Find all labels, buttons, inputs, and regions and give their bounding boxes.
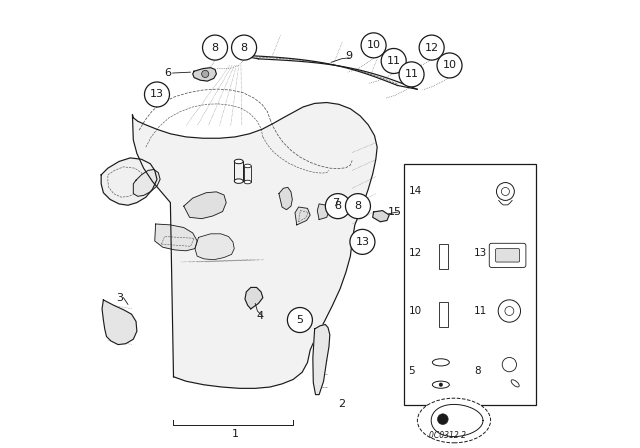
- Circle shape: [381, 48, 406, 73]
- Text: 9: 9: [346, 51, 353, 61]
- Text: 2: 2: [338, 399, 345, 409]
- Circle shape: [399, 62, 424, 87]
- Bar: [439, 244, 448, 269]
- Text: 5: 5: [296, 315, 303, 325]
- Text: 6: 6: [164, 68, 172, 78]
- Polygon shape: [184, 192, 226, 219]
- Text: 11: 11: [474, 306, 488, 316]
- Text: 1: 1: [232, 429, 239, 439]
- FancyBboxPatch shape: [495, 249, 520, 262]
- Polygon shape: [317, 204, 329, 220]
- Circle shape: [497, 182, 515, 200]
- Text: 12: 12: [408, 248, 422, 258]
- Ellipse shape: [244, 164, 252, 168]
- Ellipse shape: [234, 159, 243, 164]
- Polygon shape: [372, 211, 389, 222]
- Polygon shape: [295, 207, 310, 225]
- Circle shape: [419, 35, 444, 60]
- Text: 10: 10: [367, 40, 381, 50]
- Polygon shape: [279, 187, 292, 210]
- Text: 15: 15: [388, 207, 402, 217]
- Ellipse shape: [417, 398, 491, 443]
- Circle shape: [325, 194, 350, 219]
- Text: 13: 13: [150, 90, 164, 99]
- Text: 8: 8: [474, 366, 481, 376]
- Circle shape: [287, 307, 312, 332]
- Circle shape: [202, 35, 228, 60]
- Text: 8: 8: [334, 201, 341, 211]
- Circle shape: [498, 300, 520, 322]
- Text: 11: 11: [387, 56, 401, 66]
- Circle shape: [145, 82, 170, 107]
- Polygon shape: [155, 224, 197, 251]
- Circle shape: [502, 358, 516, 372]
- Circle shape: [346, 194, 371, 219]
- Ellipse shape: [234, 179, 243, 183]
- Text: 8: 8: [241, 43, 248, 52]
- Text: 10: 10: [408, 306, 422, 316]
- Text: 13: 13: [474, 248, 488, 258]
- Circle shape: [505, 306, 514, 315]
- Bar: [404, 164, 536, 405]
- Circle shape: [341, 204, 348, 210]
- Text: 3: 3: [116, 293, 124, 303]
- Bar: [439, 302, 448, 327]
- Text: 12: 12: [424, 43, 438, 52]
- Polygon shape: [245, 288, 263, 309]
- Ellipse shape: [511, 380, 519, 387]
- Ellipse shape: [433, 359, 449, 366]
- Circle shape: [439, 383, 443, 387]
- Text: 5: 5: [408, 366, 415, 376]
- Circle shape: [501, 187, 509, 195]
- FancyBboxPatch shape: [489, 243, 526, 267]
- Polygon shape: [102, 300, 137, 345]
- Polygon shape: [132, 103, 377, 388]
- Text: 7: 7: [332, 198, 339, 208]
- Circle shape: [437, 53, 462, 78]
- Circle shape: [438, 414, 448, 425]
- Circle shape: [202, 70, 209, 78]
- Text: 8: 8: [211, 43, 219, 52]
- Text: 10: 10: [442, 60, 456, 70]
- Circle shape: [361, 33, 386, 58]
- Circle shape: [350, 229, 375, 254]
- Circle shape: [232, 35, 257, 60]
- Polygon shape: [239, 55, 417, 89]
- Ellipse shape: [433, 381, 449, 388]
- Polygon shape: [133, 169, 160, 196]
- Text: 4: 4: [256, 310, 263, 321]
- Polygon shape: [193, 68, 216, 81]
- Text: 13: 13: [355, 237, 369, 247]
- Polygon shape: [337, 198, 351, 215]
- Ellipse shape: [244, 180, 252, 184]
- Text: 8: 8: [355, 201, 362, 211]
- Polygon shape: [101, 158, 157, 205]
- Polygon shape: [195, 234, 234, 260]
- Text: 11: 11: [404, 69, 419, 79]
- Text: 0C0312 2: 0C0312 2: [429, 431, 467, 440]
- Polygon shape: [313, 324, 330, 395]
- Text: 14: 14: [408, 186, 422, 197]
